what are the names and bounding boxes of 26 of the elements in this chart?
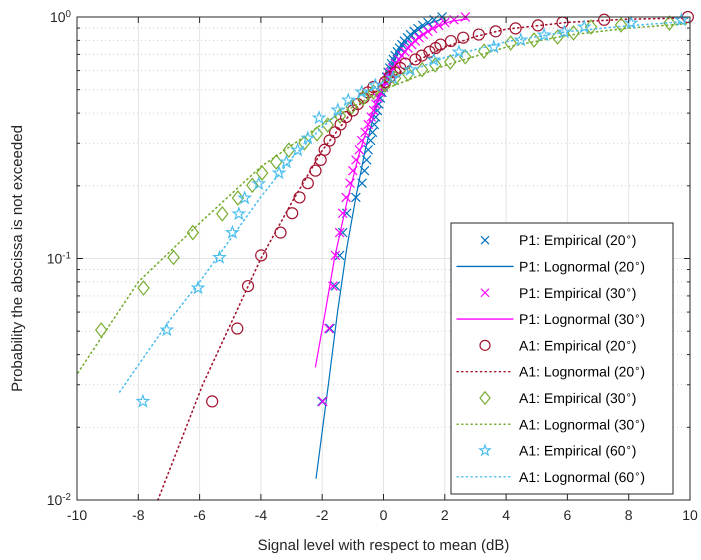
legend-label: A1: Empirical (30$^{∘}$) xyxy=(519,389,636,406)
x-tick-label: 2 xyxy=(440,507,449,523)
x-tick-label: -10 xyxy=(66,507,88,523)
legend-label: A1: Lognormal (30$^{∘}$) xyxy=(519,416,645,432)
x-tick-label: -4 xyxy=(254,507,268,523)
x-tick-label: -6 xyxy=(193,507,206,523)
y-axis-title: Probability the abscissa is not exceeded xyxy=(9,125,26,392)
y-tick-label: 10$^{-1}$ xyxy=(46,250,71,266)
legend-label: P1: Lognormal (30$^{∘}$) xyxy=(519,310,645,328)
x-tick-label: 0 xyxy=(380,507,388,523)
legend-label: P1: Lognormal (20$^{∘}$) xyxy=(519,258,645,274)
x-tick-label: -2 xyxy=(316,507,329,523)
x-axis-title: Signal level with respect to mean (dB) xyxy=(258,537,510,554)
x-tick-label: 4 xyxy=(502,507,510,523)
x-tick-label: 10 xyxy=(682,507,698,523)
x-tick-label: -8 xyxy=(132,507,145,523)
legend-label: A1: Empirical (20$^{∘}$) xyxy=(519,336,636,354)
x-tick-label: 6 xyxy=(564,507,572,523)
legend-label: P1: Empirical (30$^{∘}$) xyxy=(519,284,636,301)
legend-label: A1: Lognormal (60$^{∘}$) xyxy=(519,468,645,485)
legend-label: A1: Empirical (60$^{∘}$) xyxy=(519,442,636,459)
y-tick-label: 10$^{-2}$ xyxy=(46,492,71,508)
legend-label: P1: Empirical (20$^{∘}$) xyxy=(519,232,636,248)
x-tick-label: 8 xyxy=(624,507,633,523)
legend-label: A1: Lognormal (20$^{∘}$) xyxy=(519,363,645,380)
y-tick-label: 10$^{0}$ xyxy=(50,8,72,25)
